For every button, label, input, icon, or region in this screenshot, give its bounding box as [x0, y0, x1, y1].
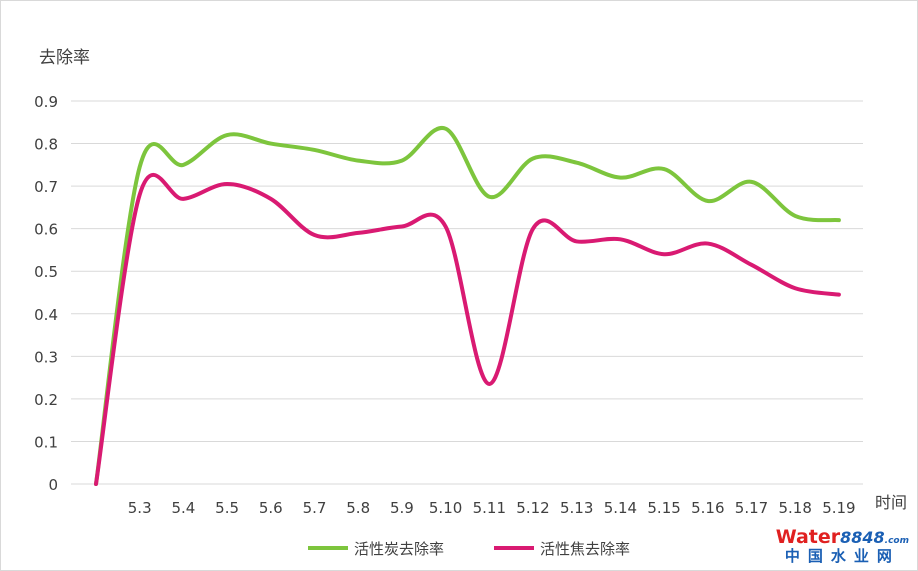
x-tick-label: 5.16 [691, 499, 724, 517]
x-tick-label: 5.14 [604, 499, 637, 517]
legend-label-1: 活性焦去除率 [540, 540, 630, 558]
y-tick-label: 0.7 [34, 178, 58, 196]
watermark-number: 8848 [840, 528, 885, 547]
y-axis-label: 去除率 [39, 48, 90, 68]
x-tick-label: 5.12 [516, 499, 549, 517]
y-tick-label: 0.1 [34, 433, 58, 451]
x-tick-label: 5.15 [647, 499, 680, 517]
x-tick-label: 5.9 [390, 499, 414, 517]
x-tick-label: 5.8 [346, 499, 370, 517]
y-tick-label: 0 [48, 476, 58, 494]
x-axis-label: 时间 [875, 493, 907, 512]
x-tick-label: 5.6 [259, 499, 283, 517]
x-tick-label: 5.17 [735, 499, 768, 517]
x-tick-label: 5.13 [560, 499, 593, 517]
legend: 活性炭去除率 活性焦去除率 [308, 540, 630, 558]
x-tick-label: 5.4 [171, 499, 195, 517]
x-tick-label: 5.11 [473, 499, 506, 517]
legend-label-0: 活性炭去除率 [354, 540, 444, 558]
y-tick-label: 0.4 [34, 306, 58, 324]
y-tick-label: 0.9 [34, 93, 58, 111]
y-tick-label: 0.2 [34, 391, 58, 409]
x-tick-label: 5.19 [822, 499, 855, 517]
y-tick-label: 0.3 [34, 348, 58, 366]
series-line-1 [94, 173, 841, 486]
watermark-logo: Water8848.com 中国水业网 [776, 528, 909, 564]
x-tick-label: 5.7 [303, 499, 327, 517]
y-tick-label: 0.6 [34, 221, 58, 239]
watermark-brand: Water [775, 526, 841, 548]
x-tick-label: 5.18 [778, 499, 811, 517]
watermark-subtitle: 中国水业网 [784, 547, 900, 565]
watermark-suffix: .com [884, 536, 909, 546]
y-tick-label: 0.8 [34, 136, 58, 154]
x-tick-label: 5.3 [128, 499, 152, 517]
x-tick-label: 5.5 [215, 499, 239, 517]
x-tick-label: 5.10 [429, 499, 462, 517]
y-tick-label: 0.5 [34, 263, 58, 281]
